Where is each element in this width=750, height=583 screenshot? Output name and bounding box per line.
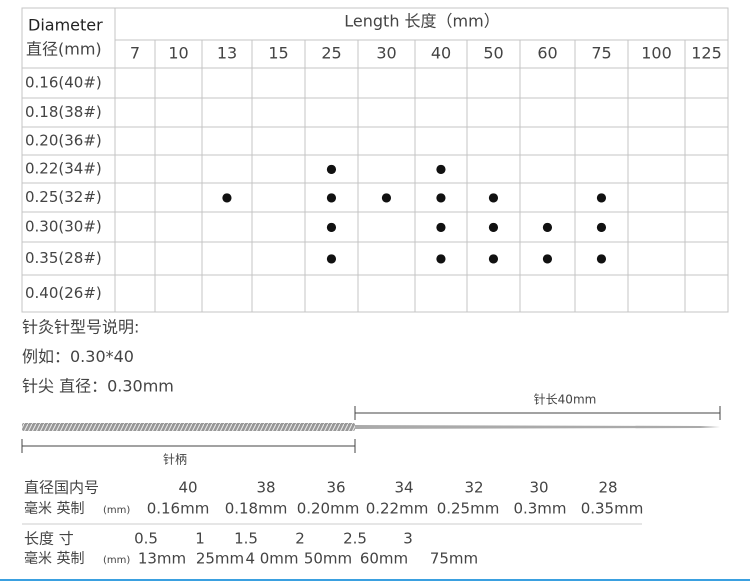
availability-dot: ● [488, 220, 498, 234]
row-label: 毫米 英制 [24, 550, 84, 567]
length-mm: 4 0mm [245, 550, 298, 568]
availability-dot: ● [222, 190, 232, 204]
note: 例如：0.30*40 [22, 347, 134, 366]
row-label: 0.20(36#) [25, 132, 102, 150]
length-header: 10 [168, 44, 188, 63]
length-header: 13 [217, 44, 237, 63]
length-mm: 75mm [430, 550, 478, 568]
length-header: 75 [591, 44, 611, 63]
length-header: 40 [431, 44, 451, 63]
availability-dot: ● [596, 251, 606, 265]
diameter: 0.3mm [513, 500, 566, 518]
availability-dot: ● [436, 190, 446, 204]
cun: 1 [195, 530, 205, 548]
needle-handle [22, 423, 355, 431]
length-header: 125 [691, 44, 722, 63]
gauge: 32 [464, 479, 483, 497]
length-label: 针长40mm [534, 392, 597, 407]
diameter: 0.25mm [437, 500, 500, 518]
row-label: 0.40(26#) [25, 284, 102, 302]
needle-diagram: 针长40mm 针柄 [21, 392, 721, 467]
row-label: 0.35(28#) [25, 249, 102, 267]
length-header: 25 [321, 44, 341, 63]
row-label: 0.22(34#) [25, 160, 102, 178]
availability-dot: ● [542, 251, 552, 265]
gauge: 36 [326, 479, 345, 497]
unit-label: (mm) [103, 555, 130, 566]
diameter: 0.22mm [366, 500, 429, 518]
cun: 2.5 [343, 530, 367, 548]
length-header: 7 [130, 44, 140, 63]
diameter: 0.20mm [297, 500, 360, 518]
row-label: 0.25(32#) [25, 188, 102, 206]
gauge: 38 [256, 479, 275, 497]
availability-dot: ● [488, 190, 498, 204]
availability-dot: ● [326, 251, 336, 265]
length-header: 30 [376, 44, 396, 63]
row-label: 长度 寸 [24, 530, 74, 548]
header-length: Length 长度（mm） [344, 12, 499, 31]
availability-dot: ● [381, 190, 391, 204]
needle-shaft [355, 425, 720, 429]
row-label: 毫米 英制 [24, 500, 84, 517]
length-header: 50 [483, 44, 503, 63]
row-label: 0.18(38#) [25, 103, 102, 121]
row-label: 直径国内号 [24, 479, 99, 497]
length-mm: 13mm [138, 550, 186, 568]
gauge: 30 [529, 479, 548, 497]
diameter: 0.18mm [225, 500, 288, 518]
diameter: 0.35mm [581, 500, 644, 518]
header-diameter: Diameter [28, 16, 103, 35]
availability-dot: ● [596, 220, 606, 234]
availability-dot: ● [436, 220, 446, 234]
diameter: 0.16mm [147, 500, 210, 518]
availability-dot: ● [326, 162, 336, 176]
availability-dot: ● [436, 162, 446, 176]
note: 针灸针型号说明: [22, 318, 139, 337]
availability-dot: ● [488, 251, 498, 265]
handle-label: 针柄 [163, 452, 187, 467]
cun: 1.5 [234, 530, 258, 548]
length-header: 100 [641, 44, 672, 63]
gauge: 40 [178, 479, 197, 497]
gauge: 34 [394, 479, 413, 497]
note: 针尖 直径：0.30mm [22, 377, 174, 396]
length-mm: 25mm [196, 550, 244, 568]
availability-dot: ● [326, 190, 336, 204]
row-label: 0.30(30#) [25, 218, 102, 236]
availability-dot: ● [326, 220, 336, 234]
availability-dot: ● [596, 190, 606, 204]
cun: 0.5 [134, 530, 158, 548]
length-header: 60 [537, 44, 557, 63]
gauge: 28 [598, 479, 617, 497]
cun: 2 [295, 530, 305, 548]
availability-dot: ● [542, 220, 552, 234]
length-mm: 50mm [304, 550, 352, 568]
unit-label: (mm) [103, 505, 130, 516]
table-border [21, 7, 729, 313]
availability-dot: ● [436, 251, 446, 265]
length-header: 15 [268, 44, 288, 63]
cun: 3 [403, 530, 413, 548]
header-diameter-cn: 直径(mm) [26, 40, 102, 59]
row-label: 0.16(40#) [25, 74, 102, 92]
length-mm: 60mm [360, 550, 408, 568]
